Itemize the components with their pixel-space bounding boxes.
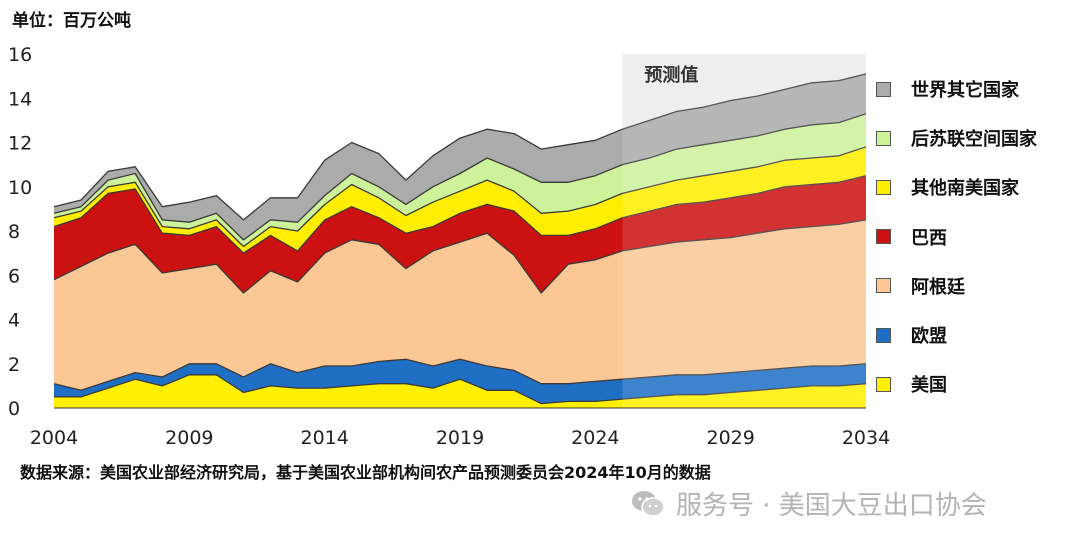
legend-item: 巴西 bbox=[876, 226, 947, 249]
y-tick-label: 4 bbox=[8, 310, 20, 332]
x-tick-label: 2024 bbox=[571, 427, 619, 449]
area-后苏联空间国家 bbox=[54, 113, 866, 247]
y-tick-label: 16 bbox=[8, 44, 32, 66]
legend-swatch bbox=[876, 229, 891, 245]
area-欧盟 bbox=[54, 359, 866, 404]
source-note: 数据来源：美国农业部经济研究局，基于美国农业部机构间农产品预测委员会2024年1… bbox=[20, 463, 711, 482]
x-tick-label: 2009 bbox=[165, 427, 213, 449]
legend-swatch bbox=[876, 179, 891, 195]
y-tick-label: 12 bbox=[8, 133, 32, 155]
legend-item: 后苏联空间国家 bbox=[876, 127, 1037, 151]
legend-item: 世界其它国家 bbox=[876, 78, 1019, 101]
x-tick-label: 2029 bbox=[706, 427, 754, 449]
unit-label: 单位：百万公吨 bbox=[12, 11, 131, 31]
boundary-line-阿根廷 bbox=[53, 219, 867, 294]
legend-label: 后苏联空间国家 bbox=[911, 129, 1037, 151]
area-美国 bbox=[54, 374, 866, 408]
y-tick-label: 14 bbox=[8, 88, 32, 110]
boundary-line-欧盟 bbox=[53, 358, 867, 391]
boundary-line-世界其它国家 bbox=[53, 73, 867, 221]
boundary-line-后苏联空间国家 bbox=[53, 113, 867, 241]
boundary-line-巴西 bbox=[53, 175, 867, 254]
wechat-icon bbox=[632, 490, 665, 517]
legend-item: 美国 bbox=[876, 373, 947, 397]
y-tick-label: 2 bbox=[8, 354, 20, 376]
y-tick-label: 6 bbox=[8, 265, 20, 287]
y-tick-label: 10 bbox=[8, 177, 32, 199]
legend-swatch bbox=[876, 376, 891, 392]
area-巴西 bbox=[54, 175, 866, 293]
y-tick-label: 8 bbox=[8, 221, 20, 243]
x-tick-label: 2019 bbox=[436, 427, 484, 449]
legend-label: 世界其它国家 bbox=[911, 80, 1019, 101]
legend-item: 欧盟 bbox=[876, 324, 947, 347]
area-其他南美国家 bbox=[54, 146, 866, 254]
watermark-text: 服务号 · 美国大豆出口协会 bbox=[676, 491, 987, 521]
y-tick-label: 0 bbox=[8, 398, 20, 420]
legend-label: 其他南美国家 bbox=[911, 178, 1019, 200]
legend-label: 欧盟 bbox=[911, 326, 947, 347]
legend-swatch bbox=[876, 327, 891, 343]
boundary-line-其他南美国家 bbox=[53, 146, 867, 248]
legend-item: 阿根廷 bbox=[876, 275, 965, 298]
legend-swatch bbox=[876, 81, 891, 97]
boundary-line-美国 bbox=[54, 374, 867, 405]
legend-item: 其他南美国家 bbox=[876, 176, 1019, 200]
forecast-overlay bbox=[622, 54, 866, 408]
legend-swatch bbox=[876, 130, 891, 146]
x-tick-label: 2014 bbox=[300, 427, 348, 449]
x-tick-label: 2034 bbox=[842, 427, 890, 449]
legend-label: 美国 bbox=[911, 375, 947, 397]
legend-label: 阿根廷 bbox=[911, 276, 965, 298]
area-世界其它国家 bbox=[54, 73, 866, 240]
legend-swatch bbox=[876, 278, 891, 294]
watermark: 服务号 · 美国大豆出口协会 bbox=[630, 485, 987, 522]
x-tick-label: 2004 bbox=[30, 427, 78, 449]
legend-label: 巴西 bbox=[911, 227, 947, 249]
forecast-label: 预测值 bbox=[644, 64, 698, 86]
area-阿根廷 bbox=[54, 219, 866, 391]
